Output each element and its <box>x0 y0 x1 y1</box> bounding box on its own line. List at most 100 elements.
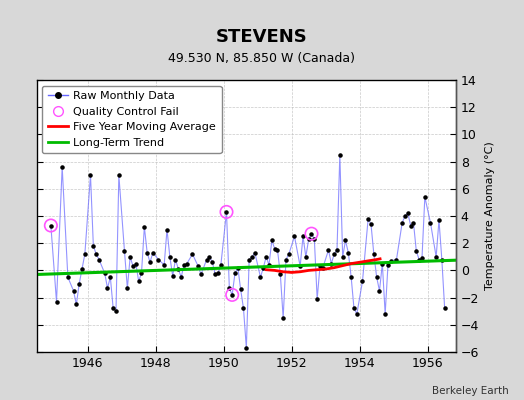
Point <box>274 247 282 253</box>
Point <box>364 216 373 222</box>
Point <box>412 248 421 254</box>
Point <box>52 298 61 305</box>
Point <box>137 270 146 276</box>
Point <box>89 243 97 249</box>
Point <box>101 270 109 276</box>
Point <box>129 263 137 270</box>
Point <box>163 226 171 233</box>
Point <box>75 281 83 287</box>
Point <box>302 254 310 260</box>
Point <box>228 292 236 298</box>
Point <box>324 247 333 253</box>
Point <box>121 248 129 254</box>
Point <box>369 251 378 257</box>
Point <box>216 262 225 268</box>
Text: STEVENS: STEVENS <box>216 28 308 46</box>
Point <box>381 311 389 317</box>
Point <box>347 274 355 280</box>
Y-axis label: Temperature Anomaly (°C): Temperature Anomaly (°C) <box>485 142 495 290</box>
Point <box>268 237 276 244</box>
Point <box>92 251 101 257</box>
Point <box>222 209 231 215</box>
Point <box>407 222 415 229</box>
Point <box>239 305 248 312</box>
Point <box>378 260 387 267</box>
Point <box>398 220 406 226</box>
Point <box>95 256 103 263</box>
Point <box>270 246 279 252</box>
Point <box>160 262 168 268</box>
Point <box>86 172 95 178</box>
Point <box>188 251 196 257</box>
Point <box>327 260 335 267</box>
Point <box>427 220 435 226</box>
Point <box>279 315 287 321</box>
Point <box>276 271 285 278</box>
Point <box>367 221 375 227</box>
Point <box>103 285 112 291</box>
Point <box>197 271 205 278</box>
Point <box>211 271 220 278</box>
Point <box>262 254 270 260</box>
Point <box>208 259 216 266</box>
Point <box>432 254 440 260</box>
Point <box>296 263 304 270</box>
Point <box>435 217 443 223</box>
Point <box>58 164 67 170</box>
Point <box>126 254 134 260</box>
Point <box>78 266 86 272</box>
Point <box>290 233 299 240</box>
Point <box>115 172 123 178</box>
Point <box>313 296 321 302</box>
Point <box>154 256 162 263</box>
Point <box>250 250 259 256</box>
Point <box>228 292 236 298</box>
Point <box>112 308 120 314</box>
Point <box>248 254 256 260</box>
Point <box>282 256 290 263</box>
Point <box>183 260 191 267</box>
Point <box>109 305 117 312</box>
Point <box>166 254 174 260</box>
Point <box>339 254 347 260</box>
Point <box>194 263 202 270</box>
Point <box>256 274 265 280</box>
Point <box>47 222 55 229</box>
Point <box>106 274 115 280</box>
Point <box>441 305 449 312</box>
Point <box>234 264 242 271</box>
Point <box>245 256 254 263</box>
Point <box>341 237 350 244</box>
Point <box>319 264 327 271</box>
Point <box>418 255 426 261</box>
Point <box>387 258 395 264</box>
Point <box>375 288 384 294</box>
Point <box>123 285 132 291</box>
Point <box>72 301 81 308</box>
Point <box>358 278 367 284</box>
Point <box>310 236 319 242</box>
Point <box>146 259 154 266</box>
Point <box>171 256 180 263</box>
Point <box>409 220 418 226</box>
Point <box>307 230 315 237</box>
Point <box>330 251 339 257</box>
Point <box>174 266 182 272</box>
Point <box>403 210 412 216</box>
Point <box>225 285 234 291</box>
Point <box>415 256 423 263</box>
Point <box>132 260 140 267</box>
Point <box>47 222 55 229</box>
Point <box>304 236 313 242</box>
Point <box>307 230 315 237</box>
Point <box>438 256 446 263</box>
Point <box>205 254 214 260</box>
Point <box>214 270 222 276</box>
Point <box>384 262 392 268</box>
Point <box>316 263 324 270</box>
Point <box>169 273 177 279</box>
Point <box>140 224 148 230</box>
Text: Berkeley Earth: Berkeley Earth <box>432 386 508 396</box>
Point <box>242 345 250 351</box>
Point <box>135 278 143 284</box>
